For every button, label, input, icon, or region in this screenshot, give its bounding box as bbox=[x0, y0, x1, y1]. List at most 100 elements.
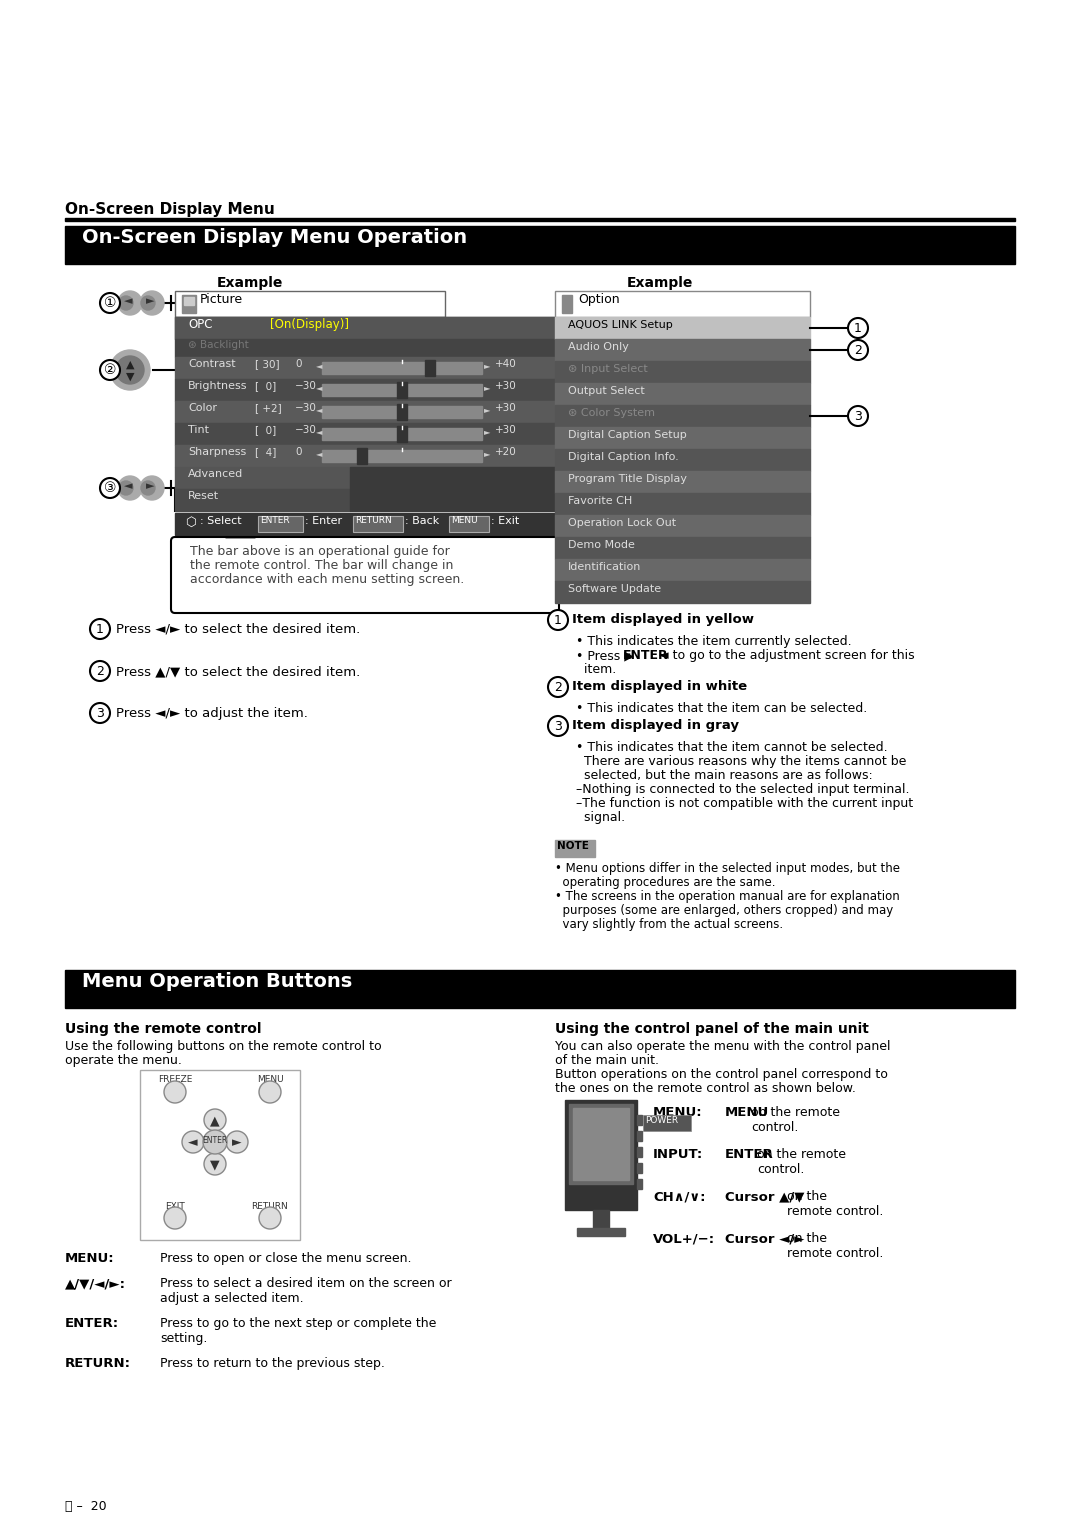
Circle shape bbox=[110, 350, 150, 390]
Circle shape bbox=[141, 481, 156, 495]
Bar bbox=[322, 384, 482, 396]
Text: ◄: ◄ bbox=[316, 449, 323, 458]
Text: ◄: ◄ bbox=[316, 405, 323, 414]
Circle shape bbox=[848, 406, 868, 426]
Text: on the: on the bbox=[787, 1232, 827, 1245]
Text: ENTER: ENTER bbox=[623, 649, 669, 662]
Text: [ 30]: [ 30] bbox=[255, 359, 280, 368]
Bar bbox=[175, 339, 555, 358]
Text: ◄: ◄ bbox=[316, 426, 323, 435]
Text: ►: ► bbox=[484, 361, 490, 370]
Text: purposes (some are enlarged, others cropped) and may: purposes (some are enlarged, others crop… bbox=[555, 905, 893, 917]
Bar bbox=[643, 1115, 691, 1131]
Bar bbox=[637, 1163, 642, 1174]
Text: Color: Color bbox=[188, 403, 217, 413]
Text: INPUT:: INPUT: bbox=[653, 1148, 703, 1161]
Text: ►: ► bbox=[484, 405, 490, 414]
Text: Software Update: Software Update bbox=[568, 584, 661, 594]
Text: operating procedures are the same.: operating procedures are the same. bbox=[555, 876, 775, 889]
Text: control.: control. bbox=[757, 1163, 805, 1177]
Bar bbox=[562, 295, 572, 313]
Circle shape bbox=[90, 619, 110, 639]
Text: remote control.: remote control. bbox=[787, 1206, 883, 1218]
Circle shape bbox=[548, 677, 568, 697]
Circle shape bbox=[116, 356, 144, 384]
Text: +40: +40 bbox=[495, 359, 516, 368]
Text: RETURN: RETURN bbox=[355, 516, 392, 526]
Text: • This indicates that the item cannot be selected.: • This indicates that the item cannot be… bbox=[576, 741, 888, 753]
Text: POWER: POWER bbox=[645, 1115, 678, 1125]
Circle shape bbox=[204, 1109, 226, 1131]
Text: MENU: MENU bbox=[451, 516, 477, 526]
Bar bbox=[555, 405, 810, 426]
Text: MENU:: MENU: bbox=[653, 1106, 703, 1118]
Text: 3: 3 bbox=[554, 720, 562, 733]
Text: –Nothing is connected to the selected input terminal.: –Nothing is connected to the selected in… bbox=[576, 782, 909, 796]
Text: You can also operate the menu with the control panel: You can also operate the menu with the c… bbox=[555, 1041, 891, 1053]
Text: Identification: Identification bbox=[568, 562, 642, 571]
Bar bbox=[175, 468, 350, 489]
Circle shape bbox=[100, 293, 120, 313]
Text: : Enter: : Enter bbox=[305, 516, 342, 526]
Text: : Select: : Select bbox=[200, 516, 242, 526]
Text: ►: ► bbox=[232, 1135, 242, 1149]
Text: FREEZE: FREEZE bbox=[158, 1076, 192, 1083]
Text: Use the following buttons on the remote control to: Use the following buttons on the remote … bbox=[65, 1041, 381, 1053]
Bar bbox=[175, 400, 555, 423]
Text: 1: 1 bbox=[854, 322, 862, 335]
Bar bbox=[555, 384, 810, 405]
Text: control.: control. bbox=[751, 1122, 798, 1134]
Text: Using the remote control: Using the remote control bbox=[65, 1022, 261, 1036]
Text: Example: Example bbox=[217, 277, 283, 290]
Text: Press to return to the previous step.: Press to return to the previous step. bbox=[160, 1357, 384, 1371]
Text: the remote control. The bar will change in: the remote control. The bar will change … bbox=[190, 559, 454, 571]
Bar bbox=[565, 1100, 637, 1210]
Text: ▼: ▼ bbox=[211, 1158, 220, 1170]
Text: 3: 3 bbox=[96, 707, 104, 720]
Bar bbox=[175, 290, 445, 316]
Bar bbox=[555, 290, 810, 316]
Text: ⓔ –  20: ⓔ – 20 bbox=[65, 1500, 107, 1513]
Text: Digital Caption Info.: Digital Caption Info. bbox=[568, 452, 678, 461]
Text: ◄: ◄ bbox=[188, 1135, 198, 1149]
Text: On-Screen Display Menu: On-Screen Display Menu bbox=[65, 202, 274, 217]
Bar bbox=[573, 1108, 629, 1180]
Text: Press to open or close the menu screen.: Press to open or close the menu screen. bbox=[160, 1251, 411, 1265]
Bar bbox=[350, 468, 555, 510]
Text: setting.: setting. bbox=[160, 1332, 207, 1345]
Bar bbox=[175, 358, 555, 379]
Text: NOTE: NOTE bbox=[557, 840, 589, 851]
Circle shape bbox=[118, 477, 141, 500]
Text: Menu Operation Buttons: Menu Operation Buttons bbox=[82, 972, 352, 992]
Text: 1: 1 bbox=[554, 614, 562, 626]
Text: On-Screen Display Menu Operation: On-Screen Display Menu Operation bbox=[82, 228, 468, 248]
Circle shape bbox=[164, 1207, 186, 1229]
Text: +30: +30 bbox=[495, 425, 516, 435]
Bar bbox=[397, 426, 407, 442]
Text: The bar above is an operational guide for: The bar above is an operational guide fo… bbox=[190, 545, 449, 558]
Bar bbox=[637, 1180, 642, 1189]
Text: ②: ② bbox=[104, 364, 117, 377]
Text: ENTER: ENTER bbox=[260, 516, 289, 526]
Text: [  0]: [ 0] bbox=[255, 425, 276, 435]
Bar bbox=[258, 516, 303, 532]
Bar bbox=[555, 494, 810, 515]
Text: 2: 2 bbox=[854, 344, 862, 358]
Text: There are various reasons why the items cannot be: There are various reasons why the items … bbox=[576, 755, 906, 769]
Text: ▲: ▲ bbox=[211, 1114, 220, 1128]
Text: Operation Lock Out: Operation Lock Out bbox=[568, 518, 676, 529]
Bar bbox=[322, 428, 482, 440]
Text: on the remote: on the remote bbox=[757, 1148, 846, 1161]
Bar bbox=[555, 581, 810, 604]
Bar bbox=[555, 559, 810, 581]
Text: AQUOS LINK Setup: AQUOS LINK Setup bbox=[568, 319, 673, 330]
Text: Button operations on the control panel correspond to: Button operations on the control panel c… bbox=[555, 1068, 888, 1080]
Text: Example: Example bbox=[626, 277, 693, 290]
Circle shape bbox=[140, 290, 164, 315]
Bar bbox=[397, 382, 407, 397]
Text: • Press ▶: • Press ▶ bbox=[576, 649, 634, 662]
Text: Press ◄/► to select the desired item.: Press ◄/► to select the desired item. bbox=[116, 623, 361, 636]
Circle shape bbox=[90, 662, 110, 681]
Circle shape bbox=[100, 361, 120, 380]
Circle shape bbox=[203, 1131, 227, 1154]
